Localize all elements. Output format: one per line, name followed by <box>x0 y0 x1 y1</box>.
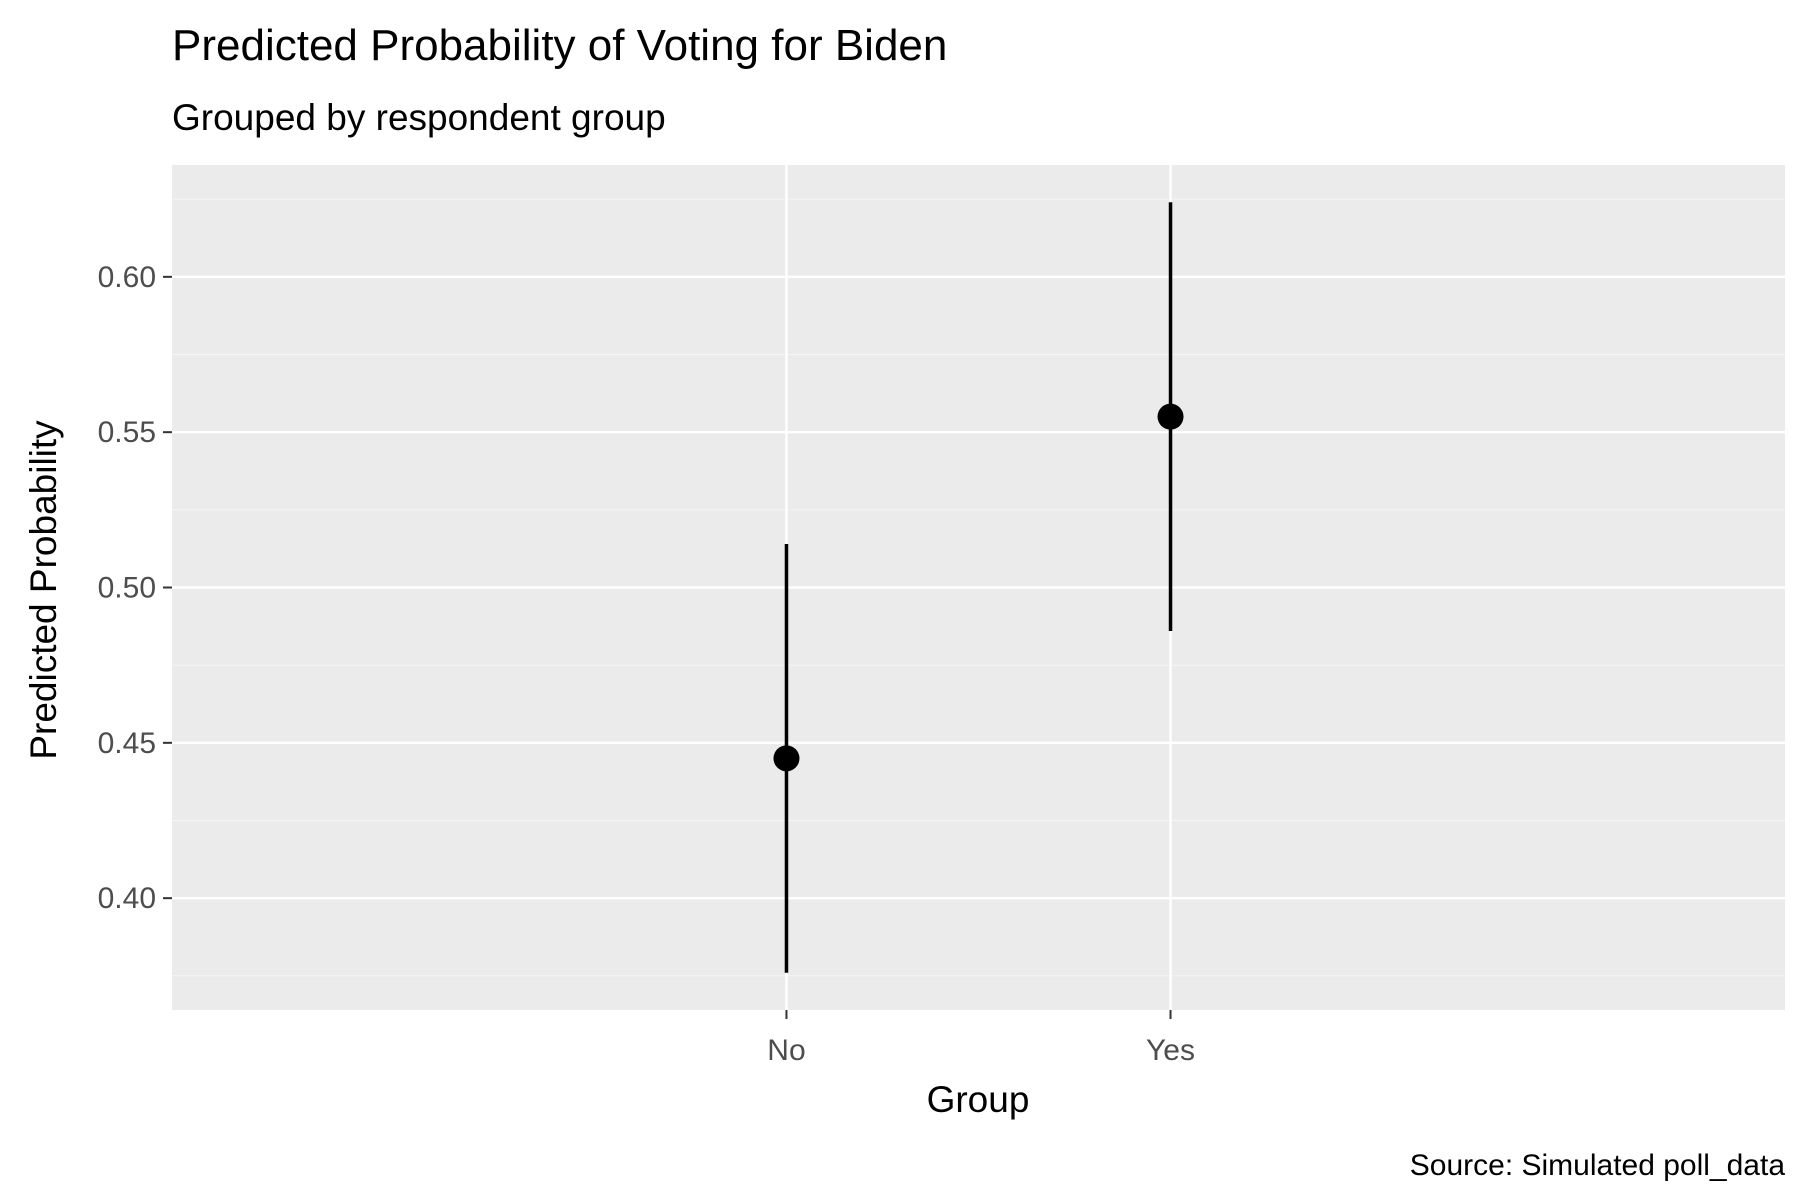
x-axis-title: Group <box>927 1079 1030 1120</box>
y-tick-label: 0.60 <box>98 261 156 294</box>
plot-area: 0.40 0.45 0.50 0.55 0.60 No Yes <box>98 165 1785 1067</box>
estimate-point-yes <box>1157 403 1184 430</box>
chart-title: Predicted Probability of Voting for Bide… <box>172 21 947 70</box>
y-tick-label: 0.40 <box>98 882 156 915</box>
y-tick-label: 0.45 <box>98 727 156 760</box>
estimate-point-no <box>773 745 800 772</box>
y-tick-label: 0.50 <box>98 572 156 605</box>
chart-caption: Source: Simulated poll_data <box>1410 1149 1786 1182</box>
x-tick-label: No <box>767 1034 805 1067</box>
chart-subtitle: Grouped by respondent group <box>172 97 666 138</box>
y-axis-title: Predicted Probability <box>23 420 64 760</box>
x-tick-label: Yes <box>1146 1034 1195 1067</box>
y-tick-label: 0.55 <box>98 416 156 449</box>
